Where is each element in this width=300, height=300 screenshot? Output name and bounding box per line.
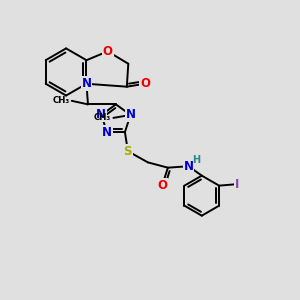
Text: N: N (184, 160, 194, 173)
Text: N: N (96, 108, 106, 122)
Text: O: O (140, 77, 150, 90)
Text: N: N (82, 77, 92, 90)
Text: CH₃: CH₃ (94, 113, 111, 122)
Text: N: N (102, 126, 112, 139)
Text: O: O (157, 179, 167, 192)
Text: N: N (125, 108, 136, 122)
Text: S: S (124, 145, 132, 158)
Text: CH₃: CH₃ (52, 96, 69, 105)
Text: I: I (235, 178, 239, 191)
Text: H: H (192, 155, 200, 165)
Text: O: O (103, 45, 113, 58)
